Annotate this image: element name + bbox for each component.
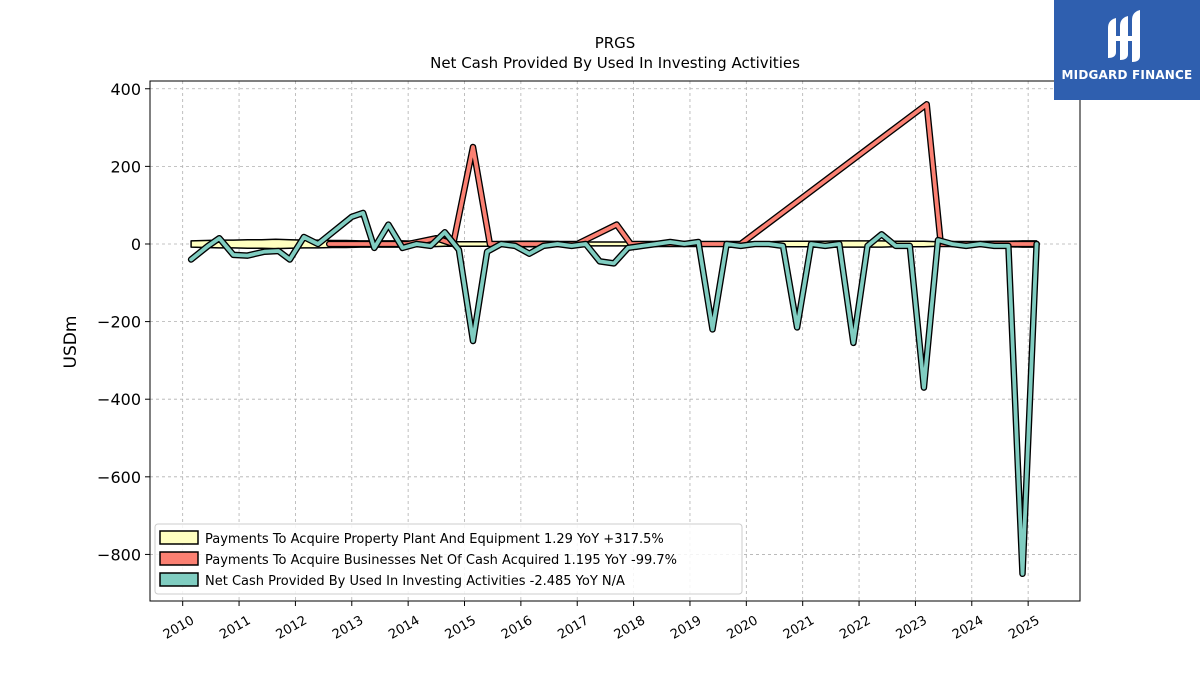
series-layer [187, 101, 1040, 578]
x-tick-label: 2014 [386, 613, 422, 643]
legend-swatch [159, 572, 199, 587]
x-tick-label: 2020 [724, 613, 760, 643]
y-tick-label: 0 [131, 235, 141, 254]
brand-mark-icon [1108, 10, 1140, 62]
x-tick-label: 2024 [950, 613, 986, 643]
chart-subtitle: Net Cash Provided By Used In Investing A… [430, 54, 800, 72]
brand-name: MIDGARD FINANCE [1061, 68, 1193, 82]
y-tick-label: −200 [97, 313, 141, 332]
x-tick-label: 2019 [668, 613, 704, 643]
legend-swatch [159, 530, 199, 545]
y-tick-label: −400 [97, 390, 141, 409]
legend-label: Payments To Acquire Businesses Net Of Ca… [205, 553, 677, 568]
x-tick-label: 2012 [274, 613, 310, 643]
brand-logo: MIDGARD FINANCE [1054, 0, 1200, 100]
legend-swatch [159, 551, 199, 566]
series-2-line [189, 211, 1039, 576]
x-tick-label: 2015 [443, 613, 479, 643]
legend-label: Net Cash Provided By Used In Investing A… [205, 574, 625, 589]
x-tick-label: 2013 [330, 613, 366, 643]
plot-frame [149, 80, 1081, 602]
x-tick-label: 2025 [1006, 613, 1042, 643]
y-tick-label: 400 [110, 80, 141, 99]
x-tick-label: 2011 [217, 613, 253, 643]
x-tick-label: 2010 [161, 613, 197, 643]
x-tick-label: 2018 [612, 613, 648, 643]
x-tick-label: 2021 [781, 613, 817, 643]
y-tick-label: −800 [97, 545, 141, 564]
x-tick-label: 2022 [837, 613, 873, 643]
chart-title: PRGS [595, 34, 636, 52]
x-tick-label: 2017 [555, 613, 591, 643]
series-2-outline [187, 209, 1040, 578]
y-tick-label: −600 [97, 468, 141, 487]
y-tick-label: 200 [110, 157, 141, 176]
legend: Payments To Acquire Property Plant And E… [154, 523, 743, 595]
x-tick-label: 2023 [894, 613, 930, 643]
y-axis-label: USDm [61, 316, 81, 369]
legend-box [154, 523, 743, 595]
legend-label: Payments To Acquire Property Plant And E… [205, 532, 664, 547]
x-tick-label: 2016 [499, 613, 535, 643]
grid [150, 81, 1080, 601]
